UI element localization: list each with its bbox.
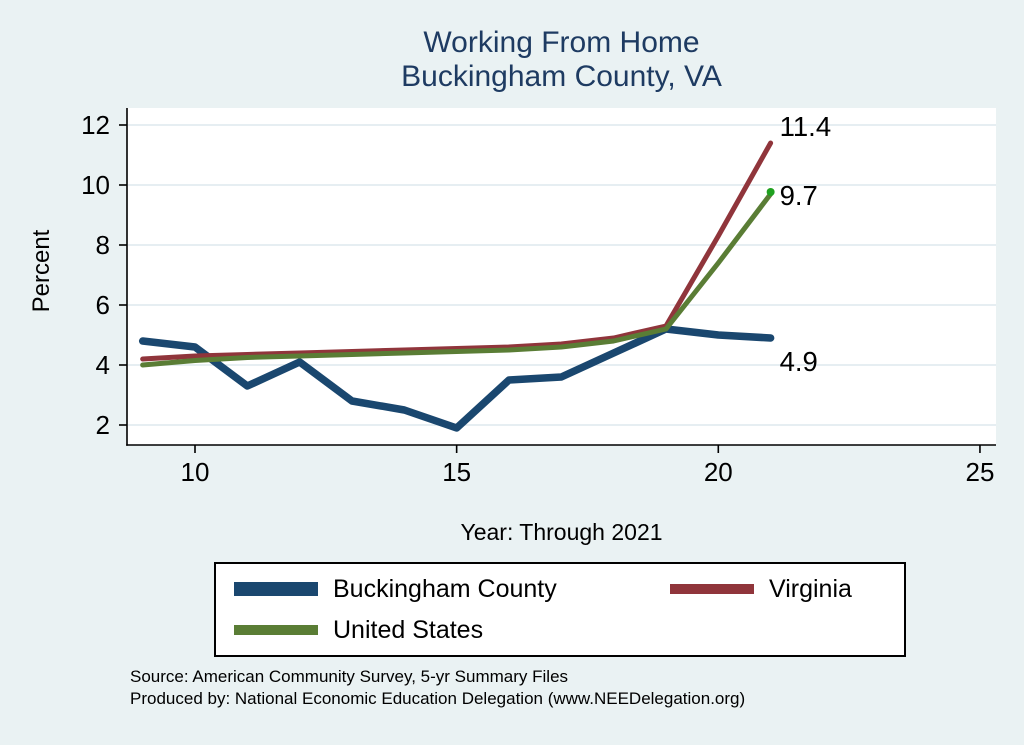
- series-line-united-states: [140, 191, 774, 368]
- source-line: Source: American Community Survey, 5-yr …: [130, 667, 569, 686]
- legend-swatch-virginia: [670, 584, 754, 594]
- chart-title-line1: Working From Home: [423, 26, 700, 59]
- x-tick-label-10: 10: [181, 457, 210, 487]
- chart-title: Working From Home Buckingham County, VA: [127, 26, 996, 94]
- end-value-label-virginia: 11.4: [780, 111, 831, 142]
- plot-background: [127, 108, 996, 445]
- x-tick-label-20: 20: [704, 457, 733, 487]
- x-tick-label-15: 15: [442, 457, 471, 487]
- end-marker-dot-united-states: [766, 188, 775, 196]
- legend-item-virginia: Virginia: [670, 575, 904, 604]
- x-axis-label: Year: Through 2021: [460, 519, 663, 545]
- plot-area: 2 4 6 8 10 12 10 15 20 25 4.9 11.4 9.7: [81, 108, 996, 487]
- y-tick-label-8: 8: [96, 230, 110, 260]
- y-tick-label-10: 10: [81, 170, 110, 200]
- y-tick-label-2: 2: [96, 410, 110, 440]
- legend-label-buckingham-county: Buckingham County: [333, 574, 557, 603]
- y-tick-label-6: 6: [96, 290, 110, 320]
- y-tick-label-4: 4: [96, 350, 110, 380]
- legend-swatch-united-states: [234, 625, 318, 635]
- source-note: Source: American Community Survey, 5-yr …: [130, 666, 745, 710]
- y-tick-label-12: 12: [81, 110, 110, 140]
- legend-item-united-states: United States: [234, 616, 670, 645]
- end-value-label-buckingham-county: 4.9: [780, 346, 818, 377]
- legend-swatch-buckingham-county: [234, 582, 318, 596]
- x-tick-label-25: 25: [965, 457, 994, 487]
- legend-item-buckingham-county: Buckingham County: [234, 575, 670, 604]
- legend-label-virginia: Virginia: [769, 574, 852, 603]
- legend: Buckingham County Virginia United States: [214, 562, 906, 657]
- end-value-label-united-states: 9.7: [780, 180, 818, 211]
- produced-by-line: Produced by: National Economic Education…: [130, 689, 746, 708]
- chart-title-line2: Buckingham County, VA: [401, 60, 722, 93]
- legend-label-united-states: United States: [333, 615, 484, 644]
